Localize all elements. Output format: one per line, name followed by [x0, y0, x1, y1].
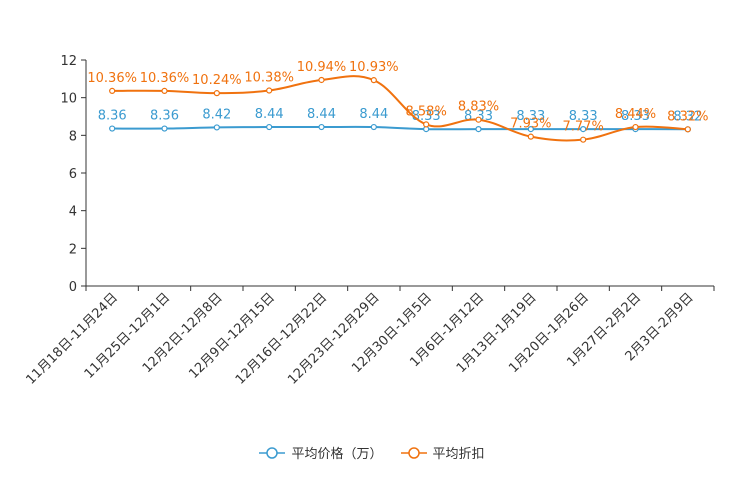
data-label-1: 7.93% — [510, 117, 551, 132]
data-label-1: 10.38% — [244, 71, 294, 86]
legend: 平均价格（万） 平均折扣 — [0, 443, 744, 462]
data-point-0[interactable] — [527, 126, 534, 133]
data-point-1[interactable] — [423, 121, 430, 128]
data-label-1: 8.44% — [615, 107, 656, 122]
y-tick-label: 0 — [69, 280, 77, 295]
data-point-1[interactable] — [318, 76, 325, 84]
data-label-1: 10.36% — [140, 71, 190, 86]
data-label-0: 8.33 — [621, 109, 650, 124]
x-tick-label: 11月18日-11月24日 — [24, 290, 121, 387]
data-point-1[interactable] — [213, 90, 220, 97]
data-label-0: 8.33 — [569, 109, 598, 124]
legend-item-discount[interactable]: 平均折扣 — [400, 443, 485, 462]
data-point-1[interactable] — [632, 123, 639, 131]
y-tick-label: 12 — [60, 54, 77, 69]
y-tick-label: 8 — [69, 129, 77, 144]
data-point-1[interactable] — [684, 126, 691, 133]
data-point-1[interactable] — [109, 87, 116, 94]
data-point-0[interactable] — [318, 123, 325, 131]
legend-discount-marker-icon — [400, 446, 427, 459]
legend-discount-label: 平均折扣 — [432, 447, 485, 462]
data-label-0: 8.36 — [150, 109, 179, 124]
data-point-1[interactable] — [370, 77, 377, 84]
x-tick-label: 12月23日-12月29日 — [285, 290, 382, 387]
data-point-1[interactable] — [580, 136, 587, 143]
data-label-1: 8.83% — [458, 100, 499, 115]
data-point-1[interactable] — [161, 87, 168, 94]
data-label-1: 10.93% — [349, 60, 399, 75]
data-point-1[interactable] — [266, 87, 273, 94]
data-label-1: 8.32% — [667, 109, 708, 124]
data-label-0: 8.33 — [516, 109, 545, 124]
data-point-0[interactable] — [370, 123, 377, 131]
data-point-0[interactable] — [109, 125, 116, 132]
x-tick-label: 12月16日-12月22日 — [233, 290, 330, 387]
series-line-0 — [112, 125, 688, 131]
legend-price-marker-icon — [259, 446, 286, 459]
data-label-1: 10.36% — [87, 71, 137, 86]
data-label-0: 8.44 — [307, 107, 336, 122]
data-point-0[interactable] — [161, 125, 168, 132]
data-label-1: 10.24% — [192, 73, 242, 88]
y-tick-label: 6 — [69, 167, 77, 182]
series-line-1 — [112, 75, 688, 142]
data-point-0[interactable] — [266, 123, 273, 131]
data-label-0: 8.44 — [255, 107, 284, 122]
y-tick-label: 2 — [69, 242, 77, 257]
data-label-1: 8.58% — [406, 104, 447, 119]
legend-item-price[interactable]: 平均价格（万） — [259, 443, 383, 462]
data-point-1[interactable] — [527, 133, 534, 140]
y-tick-label: 10 — [60, 92, 77, 107]
data-point-0[interactable] — [580, 126, 587, 133]
data-point-1[interactable] — [475, 116, 482, 123]
data-label-1: 10.94% — [297, 60, 347, 75]
data-point-0[interactable] — [475, 126, 482, 133]
legend-price-label: 平均价格（万） — [291, 447, 383, 462]
data-label-0: 8.32 — [673, 109, 702, 124]
data-label-0: 8.42 — [202, 107, 231, 122]
data-point-0[interactable] — [213, 124, 220, 131]
y-tick-label: 4 — [69, 205, 77, 220]
data-label-0: 8.44 — [359, 107, 388, 122]
data-label-0: 8.36 — [98, 109, 127, 124]
data-label-1: 7.77% — [563, 120, 604, 135]
